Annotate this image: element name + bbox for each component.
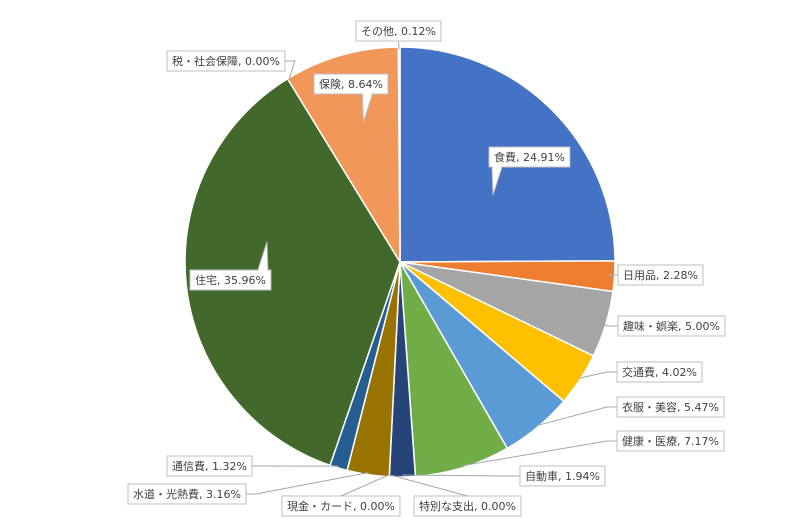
- data-label: その他, 0.12%: [356, 21, 441, 49]
- leader-line: [389, 475, 467, 496]
- slices-layer: [185, 47, 615, 477]
- data-label-text: 税・社会保障, 0.00%: [172, 54, 280, 68]
- data-label: 交通費, 4.02%: [578, 362, 702, 382]
- data-label-text: 保険, 8.64%: [319, 77, 383, 91]
- data-label-text: 食費, 24.91%: [494, 150, 565, 164]
- data-label-text: 自動車, 1.94%: [525, 469, 600, 483]
- data-label: 趣味・娯楽, 5.00%: [604, 316, 725, 336]
- data-label-text: 水道・光熱費, 3.16%: [133, 487, 241, 501]
- data-label-text: 特別な支出, 0.00%: [419, 499, 516, 513]
- data-label-text: 日用品, 2.28%: [623, 269, 698, 282]
- leader-line: [246, 473, 368, 494]
- data-label: 現金・カード, 0.00%: [282, 475, 400, 516]
- data-label-text: 通信費, 1.32%: [172, 459, 247, 473]
- data-label-text: 住宅, 35.96%: [195, 273, 266, 287]
- data-label-text: 衣服・美容, 5.47%: [622, 400, 719, 414]
- data-label-text: 交通費, 4.02%: [622, 365, 697, 379]
- data-label-text: 現金・カード, 0.00%: [287, 499, 395, 513]
- data-label: 税・社会保障, 0.00%: [167, 51, 295, 80]
- data-label-text: 趣味・娯楽, 5.00%: [623, 319, 720, 333]
- data-label-text: 健康・医療, 7.17%: [622, 434, 719, 448]
- data-label: 日用品, 2.28%: [608, 265, 703, 285]
- leader-line: [341, 475, 389, 496]
- data-label-text: その他, 0.12%: [361, 25, 436, 38]
- data-label: 特別な支出, 0.00%: [389, 475, 521, 516]
